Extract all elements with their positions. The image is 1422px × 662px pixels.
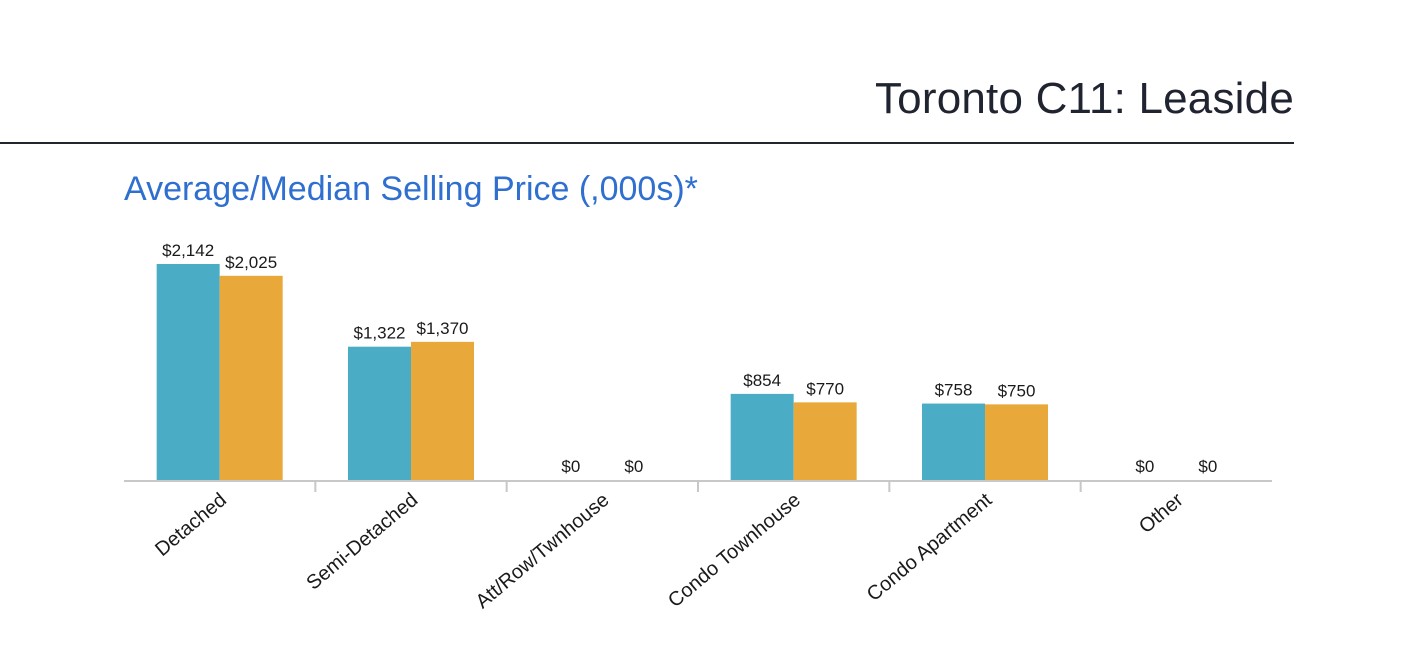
data-label: $758 <box>935 381 973 400</box>
data-label: $770 <box>806 379 844 398</box>
x-tick-label: Detached <box>151 489 231 561</box>
data-label: $0 <box>1198 457 1217 476</box>
data-label: $854 <box>743 371 781 390</box>
data-label: $0 <box>624 457 643 476</box>
data-label: $2,025 <box>225 253 277 272</box>
data-label: $0 <box>561 457 580 476</box>
header-divider <box>0 142 1294 144</box>
data-label: $1,322 <box>354 324 406 343</box>
data-label: $750 <box>998 381 1036 400</box>
bar-condo-apartment-s2 <box>985 404 1048 480</box>
bar-semi-detached-s1 <box>348 346 411 480</box>
bar-detached-s1 <box>156 264 220 480</box>
chart-title: Average/Median Selling Price (,000s)* <box>124 170 698 208</box>
x-tick-label: Semi-Detached <box>302 489 422 594</box>
x-tick-label: Att/Row/Twnhouse <box>472 489 614 613</box>
bar-detached-s2 <box>219 275 283 480</box>
bar-condo-townhouse-s1 <box>730 393 794 480</box>
page-title: Toronto C11: Leaside <box>874 74 1294 123</box>
bar-condo-apartment-s1 <box>922 403 985 480</box>
bar-semi-detached-s2 <box>411 341 474 480</box>
x-tick-label: Condo Apartment <box>863 489 997 606</box>
bar-condo-townhouse-s2 <box>793 402 857 480</box>
x-tick-label: Condo Townhouse <box>664 489 805 612</box>
data-label: $1,370 <box>417 319 469 338</box>
data-label: $0 <box>1135 457 1154 476</box>
data-label: $2,142 <box>162 241 214 260</box>
x-tick-label: Other <box>1135 489 1188 538</box>
